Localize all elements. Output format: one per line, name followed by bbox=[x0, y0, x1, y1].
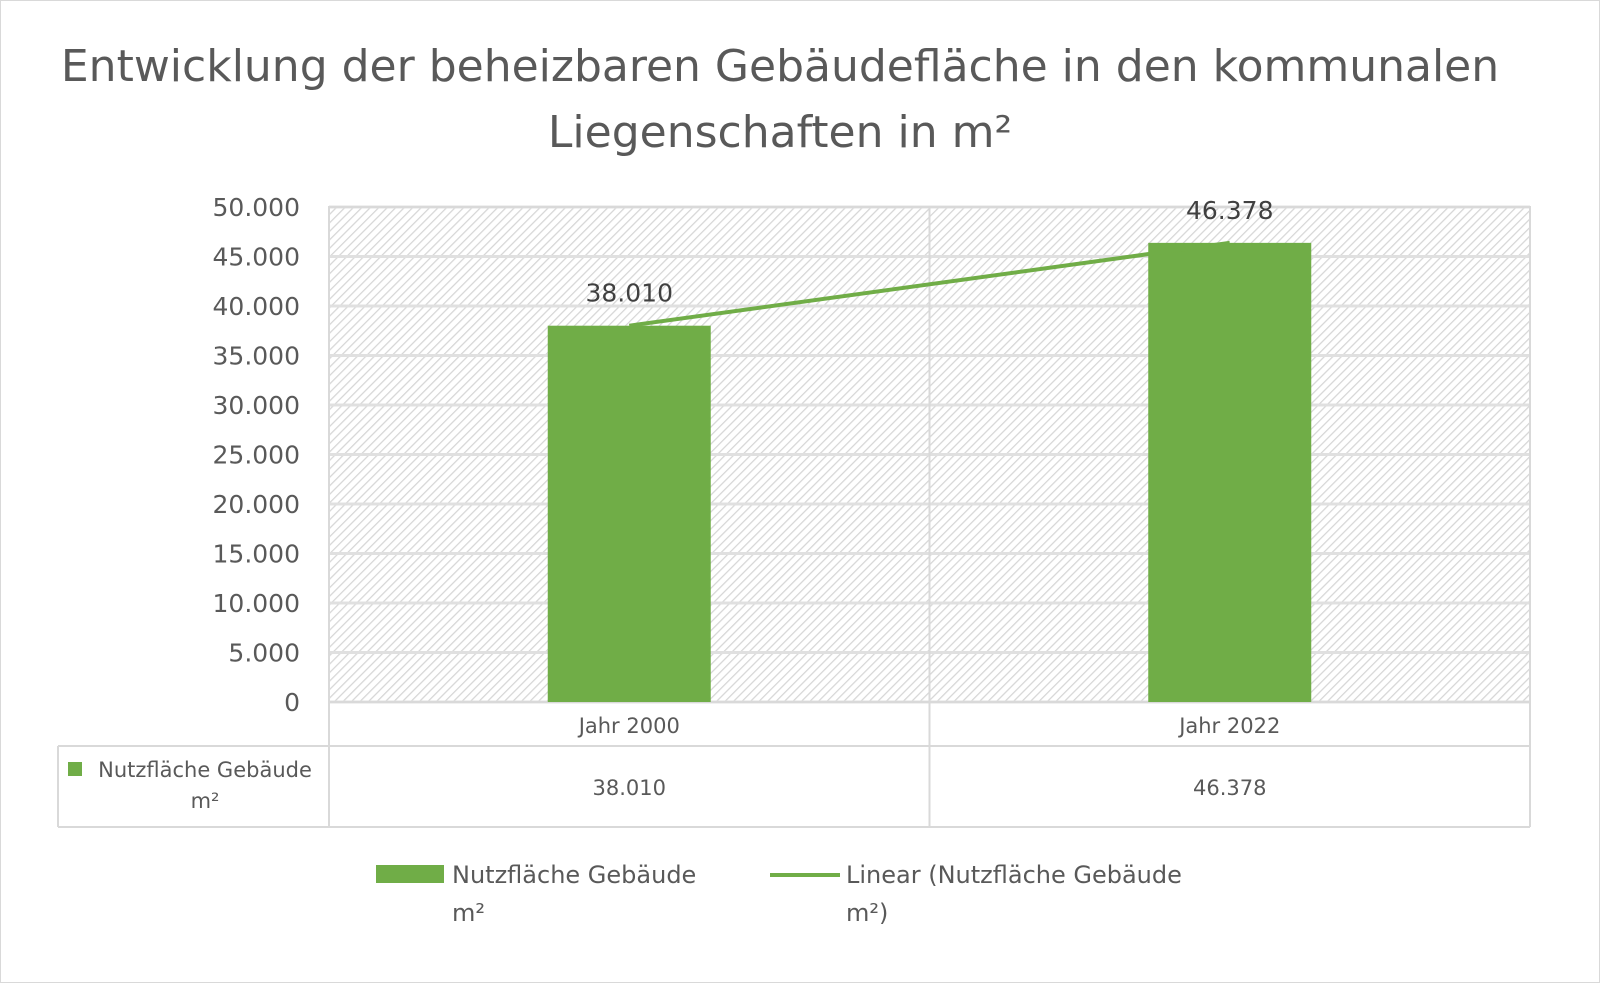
table-cell-value: 46.378 bbox=[1193, 776, 1266, 800]
y-tick-label: 35.000 bbox=[213, 342, 300, 371]
y-tick-label: 25.000 bbox=[213, 441, 300, 470]
chart-title: Entwicklung der beheizbaren Gebäudefläch… bbox=[60, 41, 1500, 158]
x-tick-label: Jahr 2000 bbox=[577, 714, 680, 738]
y-tick-label: 10.000 bbox=[213, 589, 300, 618]
y-tick-label: 15.000 bbox=[213, 540, 300, 569]
trendline bbox=[628, 240, 1231, 328]
legend-item-trendline: Linear (Nutzfläche Gebäude m²) bbox=[770, 856, 1206, 932]
legend-swatch-line bbox=[770, 873, 840, 877]
legend-item-bars: Nutzfläche Gebäude m² bbox=[376, 856, 722, 932]
y-tick-label: 50.000 bbox=[213, 193, 300, 222]
data-label: 46.378 bbox=[1186, 196, 1273, 225]
y-tick-label: 40.000 bbox=[213, 292, 300, 321]
y-tick-label: 0 bbox=[284, 688, 300, 717]
x-tick-label: Jahr 2022 bbox=[1177, 714, 1280, 738]
bar bbox=[547, 325, 711, 702]
table-legend-key bbox=[68, 762, 82, 776]
table-cell-value: 38.010 bbox=[593, 776, 666, 800]
y-tick-label: 30.000 bbox=[213, 391, 300, 420]
table-row-label: Nutzfläche Gebäude bbox=[98, 758, 312, 782]
plot-border bbox=[328, 206, 1531, 703]
y-tick-label: 45.000 bbox=[213, 243, 300, 272]
legend-swatch-bar bbox=[376, 865, 444, 883]
y-tick-label: 20.000 bbox=[213, 490, 300, 519]
data-label: 38.010 bbox=[586, 279, 673, 308]
bar bbox=[1148, 242, 1312, 703]
legend-label-trendline: Linear (Nutzfläche Gebäude m²) bbox=[846, 861, 1182, 927]
legend-label-bars: Nutzfläche Gebäude m² bbox=[452, 861, 697, 927]
y-tick-label: 5.000 bbox=[228, 639, 300, 668]
table-row-label-unit: m² bbox=[191, 789, 220, 813]
